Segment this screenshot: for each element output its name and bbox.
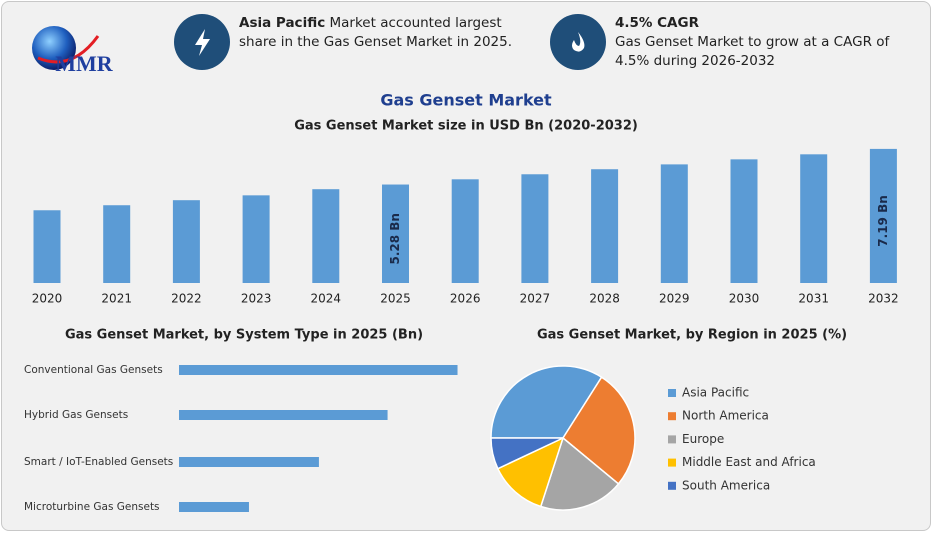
logo-swoosh [37, 35, 100, 64]
category-label: Hybrid Gas Gensets [24, 409, 128, 421]
category-label: Conventional Gas Gensets [24, 364, 163, 376]
x-tick-label: 2027 [520, 292, 551, 306]
x-tick-label: 2021 [101, 292, 132, 306]
bar [730, 159, 758, 283]
x-tick-label: 2030 [729, 292, 760, 306]
x-tick-label: 2029 [659, 292, 690, 306]
chart-title: Gas Genset Market, by Region in 2025 (%) [537, 328, 847, 343]
value-label: 7.19 Bn [876, 195, 890, 246]
legend-swatch [668, 458, 676, 467]
legend-swatch [668, 389, 676, 397]
legend-label: Asia Pacific [682, 386, 749, 400]
bar [660, 164, 688, 283]
bar [179, 365, 458, 375]
bar [179, 410, 388, 420]
pie-slice [539, 436, 620, 511]
bar [800, 154, 828, 283]
x-tick-label: 2025 [380, 292, 411, 306]
info-body: Gas Genset Market to grow at a CAGR of 4… [615, 34, 890, 69]
logo-text: MMR [55, 51, 114, 76]
bar [591, 169, 619, 283]
info-bold: Asia Pacific [239, 15, 326, 31]
bolt-icon [195, 29, 210, 56]
info-icon [550, 14, 606, 70]
pie-slice [496, 436, 565, 508]
category-label: Smart / IoT-Enabled Gensets [24, 456, 173, 468]
logo: MMR [32, 26, 114, 76]
bar [172, 200, 200, 283]
bar [869, 148, 897, 283]
bar [179, 457, 319, 467]
bar [179, 502, 249, 512]
legend-swatch [668, 435, 676, 444]
x-tick-label: 2026 [450, 292, 481, 306]
info-text: 4.5% CAGR Gas Genset Market to grow at a … [615, 14, 915, 71]
legend-swatch [668, 481, 676, 490]
bar [521, 174, 549, 283]
flame-icon [572, 32, 585, 52]
main-title: Gas Genset Market [380, 91, 552, 110]
x-tick-label: 2022 [171, 292, 202, 306]
x-tick-label: 2020 [32, 292, 63, 306]
info-bold: 4.5% CAGR [615, 15, 699, 31]
x-tick-label: 2031 [798, 292, 829, 306]
bar [312, 189, 340, 283]
info-text: Asia Pacific Market accounted largest sh… [239, 14, 539, 52]
pie-slice [562, 376, 636, 485]
bar [103, 205, 131, 283]
chart-title: Gas Genset Market, by System Type in 202… [65, 328, 423, 343]
x-tick-label: 2032 [868, 292, 899, 306]
bar [451, 179, 479, 283]
chart-title: Gas Genset Market size in USD Bn (2020-2… [294, 119, 638, 134]
x-tick-label: 2024 [311, 292, 342, 306]
x-tick-label: 2023 [241, 292, 272, 306]
pie-slice [490, 437, 564, 470]
legend-label: Europe [682, 432, 724, 446]
bar [242, 195, 270, 283]
category-label: Microturbine Gas Gensets [24, 501, 160, 513]
legend-label: Middle East and Africa [682, 455, 816, 469]
x-tick-label: 2028 [589, 292, 620, 306]
value-label: 5.28 Bn [388, 213, 402, 264]
legend-swatch [668, 412, 676, 421]
legend-label: North America [682, 409, 769, 423]
legend-label: South America [682, 478, 770, 492]
info-body: Market accounted largest share in the Ga… [239, 15, 513, 50]
bar [382, 184, 409, 283]
bar [33, 210, 61, 283]
